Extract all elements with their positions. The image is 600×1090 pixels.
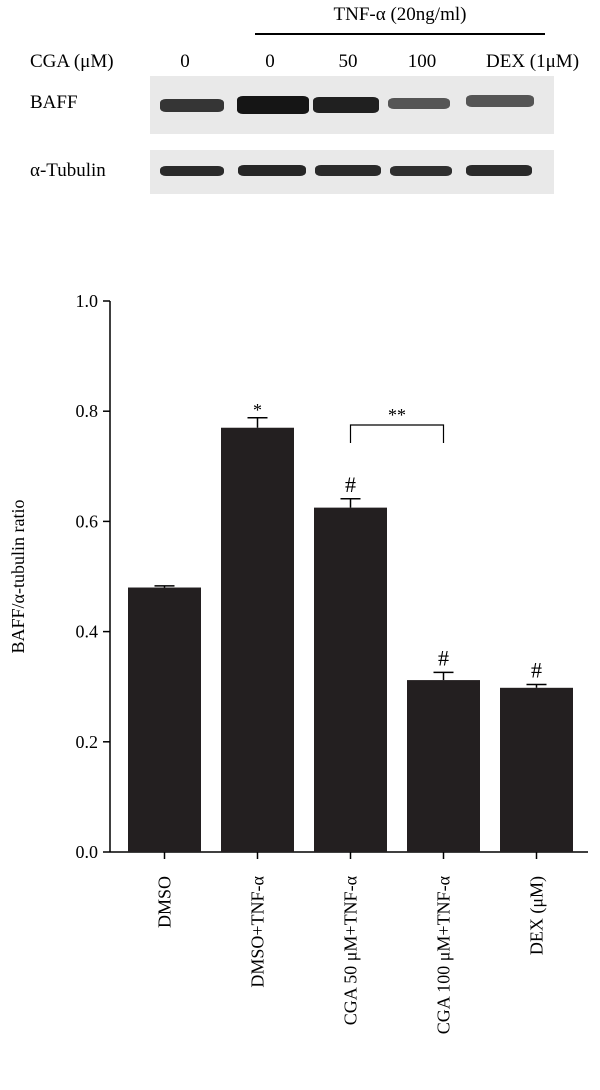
bar (221, 427, 294, 852)
blot-band (315, 165, 381, 176)
bracket-significance-label: ** (388, 405, 406, 425)
blot-band (466, 165, 532, 176)
lane-label: 0 (265, 51, 275, 72)
bar (407, 680, 480, 852)
y-tick-label: 0.6 (76, 511, 99, 531)
tubulin-row-label: α-Tubulin (30, 160, 106, 181)
bar (500, 687, 573, 852)
x-tick-label: DMSO+TNF-α (248, 875, 268, 987)
cga-label: CGA (μM) (30, 51, 114, 72)
baff-row-label: BAFF (30, 92, 78, 113)
lane-label: 50 (338, 51, 358, 72)
y-tick-label: 1.0 (76, 291, 99, 311)
bar-chart: 0.0 0.2 0.4 0.6 0.8 1.0 BAFF/α-tubulin ratio DM… (8, 291, 588, 1034)
significance-marker: # (345, 472, 356, 497)
western-blot-panel: TNF-α (20ng/ml) CGA (μM) 0 0 50 100 DEX … (0, 0, 600, 210)
blot-band (466, 95, 534, 107)
x-tick-label: CGA 50 μM+TNF-α (341, 875, 361, 1025)
blot-band (388, 98, 450, 109)
significance-marker: # (438, 645, 449, 670)
significance-marker: # (531, 657, 542, 682)
y-axis-label: BAFF/α-tubulin ratio (8, 500, 28, 654)
tubulin-membrane (150, 150, 554, 194)
y-tick-label: 0.8 (76, 401, 99, 421)
blot-band (390, 166, 452, 176)
lane-label: 100 (407, 51, 437, 72)
baff-membrane (150, 76, 554, 134)
comparison-bracket (349, 424, 445, 443)
x-tick-label: DEX (μM) (527, 876, 548, 955)
lane-label: 0 (180, 51, 190, 72)
blot-band (160, 99, 224, 112)
lane-label: DEX (1μM) (486, 51, 580, 72)
blot-band (238, 165, 306, 176)
blot-band (160, 166, 224, 176)
significance-marker: * (253, 400, 262, 420)
blot-band (237, 96, 309, 114)
tnf-bracket-line (255, 33, 545, 35)
bar (128, 587, 201, 852)
y-tick-label: 0.2 (76, 732, 99, 752)
bar (314, 507, 387, 852)
tnf-header: TNF-α (20ng/ml) (333, 4, 467, 25)
x-tick-label: DMSO (155, 876, 175, 928)
x-tick-label: CGA 100 μM+TNF-α (434, 875, 454, 1034)
blot-band (313, 97, 379, 113)
y-tick-label: 0.4 (76, 622, 99, 642)
y-tick-label: 0.0 (76, 842, 99, 862)
